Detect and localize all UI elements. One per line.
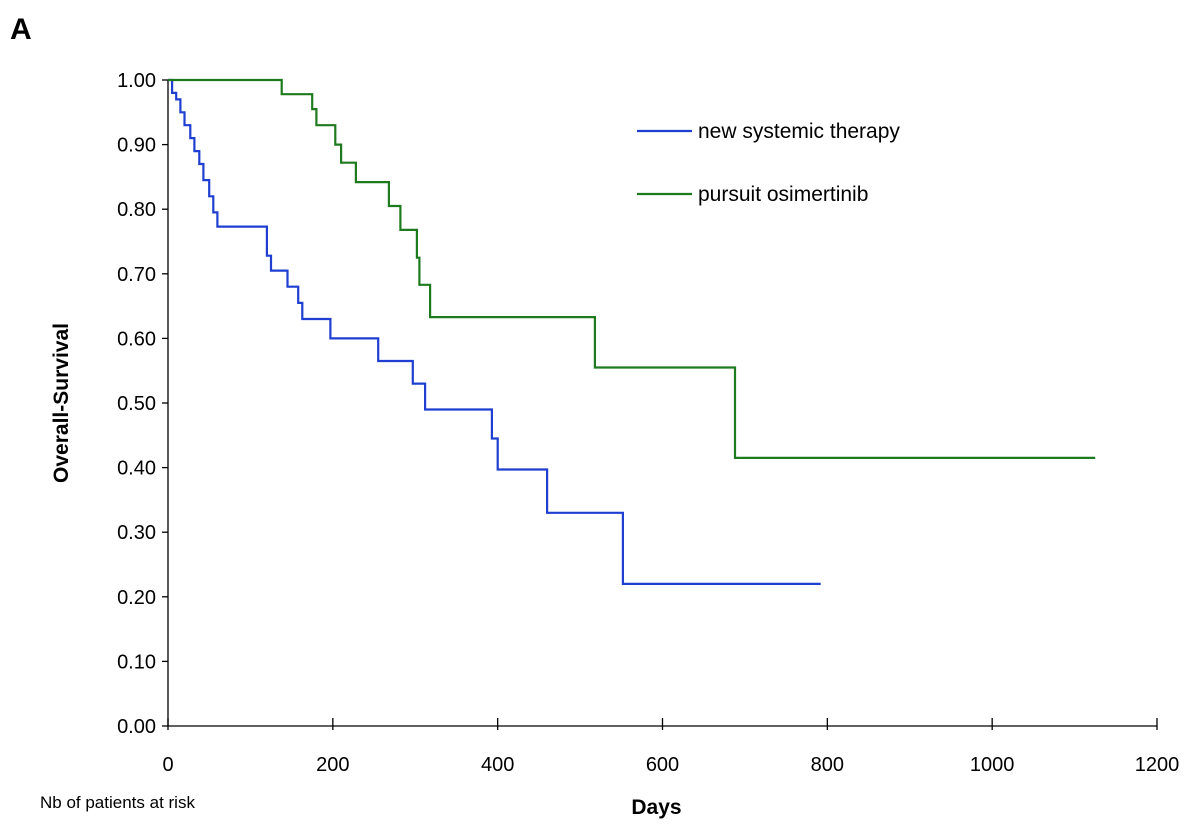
y-tick-label: 0.20 <box>117 587 156 609</box>
series-line-1 <box>168 78 821 585</box>
x-tick-label: 0 <box>162 754 173 776</box>
series-line-2 <box>168 78 1096 459</box>
legend-label: new systemic therapy <box>698 120 900 143</box>
x-axis-ticks: 0 200 400 600 800 1000 1200 <box>162 718 1179 776</box>
y-tick-label: 0.70 <box>117 264 156 286</box>
y-axis-title: Overall-Survival <box>50 323 73 483</box>
x-axis-title: Days <box>631 796 681 819</box>
y-tick-label: 1.00 <box>117 70 156 92</box>
y-tick-label: 0.60 <box>117 328 156 350</box>
x-tick-label: 1200 <box>1135 754 1180 776</box>
y-tick-label: 0.80 <box>117 199 156 221</box>
x-tick-label: 800 <box>811 754 844 776</box>
patients-at-risk-note: Nb of patients at risk <box>40 793 195 812</box>
x-tick-label: 400 <box>481 754 514 776</box>
x-tick-label: 600 <box>646 754 679 776</box>
legend-label: pursuit osimertinib <box>698 183 868 206</box>
y-axis-ticks: 0.00 0.10 0.20 0.30 0.40 0.50 0.60 0.70 0.80 0.90… <box>117 70 168 738</box>
x-tick-label: 200 <box>316 754 349 776</box>
y-tick-label: 0.10 <box>117 651 156 673</box>
y-tick-label: 0.40 <box>117 458 156 480</box>
y-tick-label: 0.30 <box>117 522 156 544</box>
legend: new systemic therapy pursuit osimertinib <box>637 120 900 206</box>
y-tick-label: 0.50 <box>117 393 156 415</box>
panel-label: A <box>10 13 32 46</box>
series-lines <box>168 78 1096 585</box>
y-tick-label: 0.90 <box>117 135 156 157</box>
x-tick-label: 1000 <box>970 754 1015 776</box>
y-tick-label: 0.00 <box>117 716 156 738</box>
